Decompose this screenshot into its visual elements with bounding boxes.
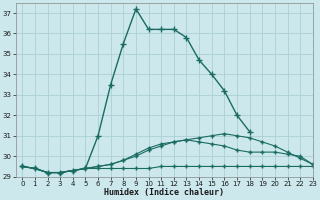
X-axis label: Humidex (Indice chaleur): Humidex (Indice chaleur) xyxy=(104,188,224,197)
